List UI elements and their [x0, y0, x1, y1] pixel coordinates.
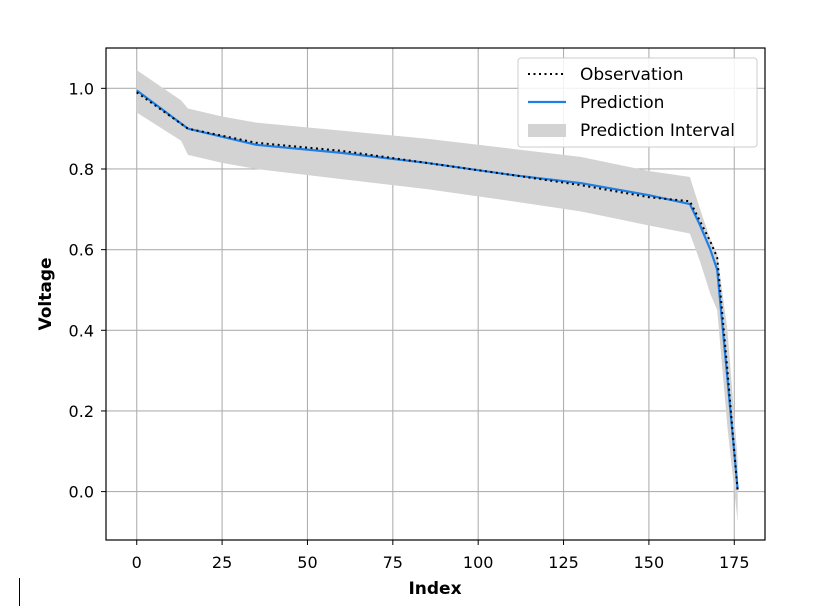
- y-tick-label: 0.4: [69, 321, 94, 340]
- prediction-interval-band: [136, 70, 738, 522]
- x-tick-label: 150: [634, 553, 665, 572]
- legend-interval-label: Prediction Interval: [580, 121, 735, 141]
- text-cursor: [19, 578, 20, 606]
- y-tick-label: 0.8: [69, 160, 94, 179]
- legend-interval-swatch: [528, 124, 566, 137]
- x-tick-label: 125: [548, 553, 579, 572]
- x-tick-label: 75: [383, 553, 403, 572]
- y-tick-label: 0.6: [69, 241, 94, 260]
- y-tick-label: 0.2: [69, 402, 94, 421]
- legend: Observation Prediction Prediction Interv…: [517, 57, 758, 148]
- series-lines: [136, 89, 739, 492]
- legend-observation-label: Observation: [580, 65, 684, 85]
- prediction-interval-layer: [136, 70, 738, 522]
- plot-frame: [105, 47, 766, 541]
- x-tick-label: 100: [463, 553, 494, 572]
- y-tick-label: 1.0: [69, 79, 94, 98]
- prediction-line: [136, 89, 739, 490]
- x-tick-label: 0: [132, 553, 142, 572]
- y-axis-ticks: 0.0 0.2 0.4 0.6 0.8 1.0: [69, 79, 106, 502]
- x-axis-ticks: 0 25 50 75 100 125 150 175: [132, 540, 750, 572]
- x-axis-title: Index: [408, 579, 461, 599]
- x-tick-label: 25: [212, 553, 232, 572]
- y-axis-title: Voltage: [36, 257, 56, 330]
- legend-prediction-label: Prediction: [580, 93, 664, 113]
- x-tick-label: 175: [719, 553, 750, 572]
- x-tick-label: 50: [297, 553, 317, 572]
- y-tick-label: 0.0: [69, 483, 94, 502]
- legend-box: [517, 57, 758, 148]
